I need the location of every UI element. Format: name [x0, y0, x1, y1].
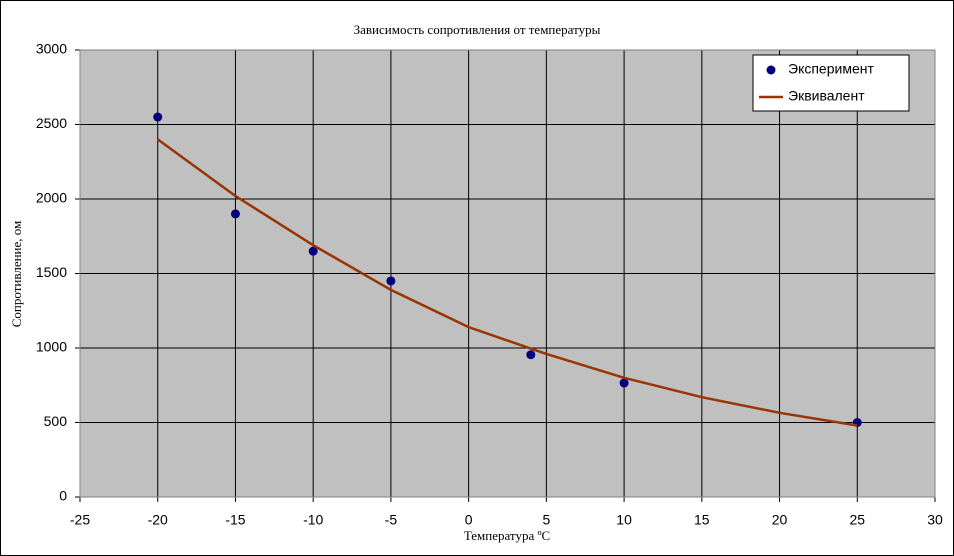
legend-label: Эксперимент [788, 61, 874, 77]
y-tick-label: 0 [59, 488, 67, 504]
plot-border [79, 49, 936, 498]
chart-title: Зависимость сопротивления от температуры [354, 22, 601, 37]
x-tick-label: 0 [465, 512, 473, 528]
line [156, 138, 858, 427]
x-tick-label: 20 [772, 512, 788, 528]
x-tick-label: 15 [694, 512, 710, 528]
point [619, 378, 629, 388]
x-tick-label: -25 [70, 512, 90, 528]
y-axis-label: Сопротивление, ом [9, 221, 24, 327]
point [386, 276, 396, 286]
x-tick-label: -20 [148, 512, 168, 528]
x-tick-label: 25 [849, 512, 865, 528]
point [230, 209, 240, 219]
y-tick-label: 1500 [36, 264, 67, 280]
point [308, 246, 318, 256]
y-tick-label: 1000 [36, 339, 67, 355]
y-tick-label: 2500 [36, 115, 67, 131]
y-tick-label: 2000 [36, 190, 67, 206]
y-tick-label: 3000 [36, 41, 67, 57]
x-tick-label: 30 [927, 512, 943, 528]
x-tick-label: -10 [303, 512, 323, 528]
y-tick-label: 500 [44, 413, 68, 429]
x-tick-label: -15 [225, 512, 245, 528]
legend-box [752, 54, 910, 112]
x-tick-label: -5 [385, 512, 398, 528]
x-tick-label: 5 [542, 512, 550, 528]
point [153, 112, 163, 122]
x-axis-label: Температура ºС [464, 528, 550, 543]
legend-label: Эквивалент [788, 88, 865, 104]
x-tick-label: 10 [616, 512, 632, 528]
point [526, 350, 536, 360]
legend-swatch [766, 65, 776, 75]
